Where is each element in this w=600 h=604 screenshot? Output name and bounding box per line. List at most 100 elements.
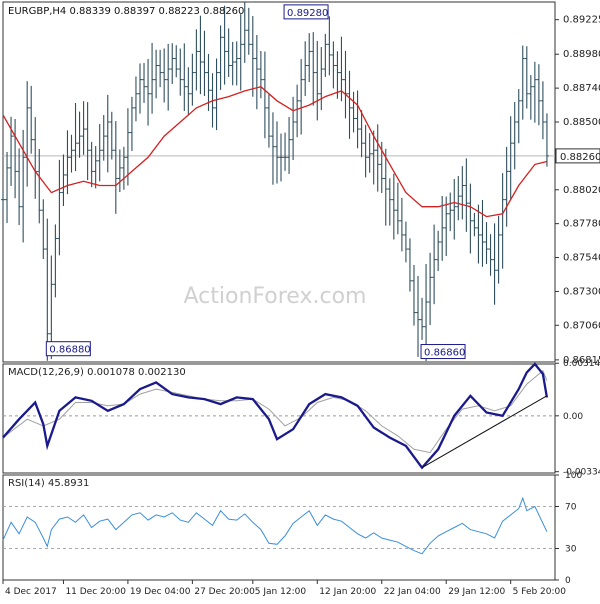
price-bar (142, 63, 147, 103)
price-bar (254, 35, 259, 110)
price-bar (351, 91, 356, 133)
price-bar (524, 46, 529, 109)
price-bar (363, 124, 368, 178)
x-tick-label: 12 Jan 20:00 (319, 587, 376, 597)
price-bar (174, 45, 179, 78)
price-bar (428, 252, 433, 326)
price-bar (512, 102, 517, 170)
price-bar (323, 33, 328, 77)
price-bar (41, 199, 46, 260)
x-tick-label: 4 Dec 2017 (5, 587, 57, 597)
price-bar (121, 146, 126, 190)
price-annotation-box (420, 344, 466, 360)
price-bar (274, 121, 279, 184)
price-bar (222, 5, 227, 85)
price-bar (319, 47, 324, 111)
panel-frame-0 (2, 1, 556, 363)
price-bar (508, 116, 513, 200)
price-bar (154, 49, 159, 99)
price-bar (444, 196, 449, 257)
price-bar (488, 234, 493, 276)
price-bar (299, 59, 304, 135)
x-tick-label: 27 Dec 20:00 (194, 587, 255, 597)
macd-line (2, 362, 549, 470)
price-bar (238, 14, 243, 91)
price-bar (117, 149, 122, 193)
price-bar (355, 90, 360, 149)
x-tick-label: 5 Jan 12:00 (255, 587, 307, 597)
price-bar (113, 121, 118, 214)
price-bar (61, 154, 66, 207)
price-bar (307, 33, 312, 83)
price-bar (25, 81, 30, 187)
panel-frame-2 (2, 474, 556, 581)
price-bar (520, 45, 525, 120)
price-bar (448, 192, 453, 232)
price-bar (65, 130, 70, 195)
price-bar (375, 124, 380, 192)
price-bar (21, 129, 26, 243)
price-bar (387, 178, 392, 226)
price-bar (137, 63, 142, 114)
rsi-y-tick-label: 70 (565, 503, 577, 513)
price-bar (166, 43, 171, 111)
price-bar (206, 53, 211, 111)
price-bar (359, 110, 364, 158)
price-annotation-box (45, 341, 91, 357)
panel-frame-1 (2, 363, 556, 474)
watermark: ActionForex.com (184, 284, 367, 309)
price-bar (146, 59, 151, 126)
price-bar (81, 101, 86, 155)
price-bar (125, 108, 130, 186)
price-bar (186, 67, 191, 115)
price-bar (403, 221, 408, 263)
price-bar (476, 204, 481, 264)
price-bar (347, 70, 352, 139)
price-bar (162, 48, 167, 103)
price-bar (242, 2, 247, 63)
macd-y-tick-label: -0.003342 (563, 468, 600, 478)
rsi-y-tick-label: 100 (565, 471, 582, 481)
macd-title: MACD(12,26,9) 0.001078 0.002130 (8, 367, 186, 378)
price-bar (45, 218, 50, 361)
current-price-label: 0.88260 (560, 152, 600, 163)
price-bar (480, 200, 485, 267)
price-bar (468, 183, 473, 254)
price-bar (266, 94, 271, 148)
price-bar (214, 58, 219, 131)
price-bar (77, 111, 82, 158)
price-bar (391, 173, 396, 240)
x-tick-label: 5 Feb 20:00 (513, 587, 567, 597)
price-bar (432, 224, 437, 305)
price-y-tick-label: 0.86815 (563, 355, 600, 366)
price-bar (194, 29, 199, 91)
price-bar (335, 51, 340, 99)
price-bar (258, 51, 263, 99)
price-bar (484, 222, 489, 265)
rsi-line (2, 496, 548, 555)
price-bar (464, 158, 469, 232)
price-bar (178, 48, 183, 96)
price-bar (198, 15, 203, 95)
price-bar (190, 53, 195, 106)
price-bar (287, 116, 292, 174)
macd-y-tick-label: 0.00 (563, 412, 583, 422)
price-bar (250, 16, 255, 97)
price-annotation-label: 0.86860 (424, 348, 465, 359)
price-bar (101, 115, 106, 161)
price-bar (331, 41, 336, 89)
price-bar (291, 96, 296, 160)
price-bar (496, 215, 501, 284)
price-bar (504, 146, 509, 227)
price-bar (420, 297, 425, 340)
price-bar (279, 133, 284, 182)
price-header: EURGBP,H4 0.88339 0.88397 0.88223 0.8826… (8, 6, 244, 17)
price-bar (367, 133, 372, 173)
price-bar (234, 41, 239, 86)
price-bar (371, 130, 376, 185)
